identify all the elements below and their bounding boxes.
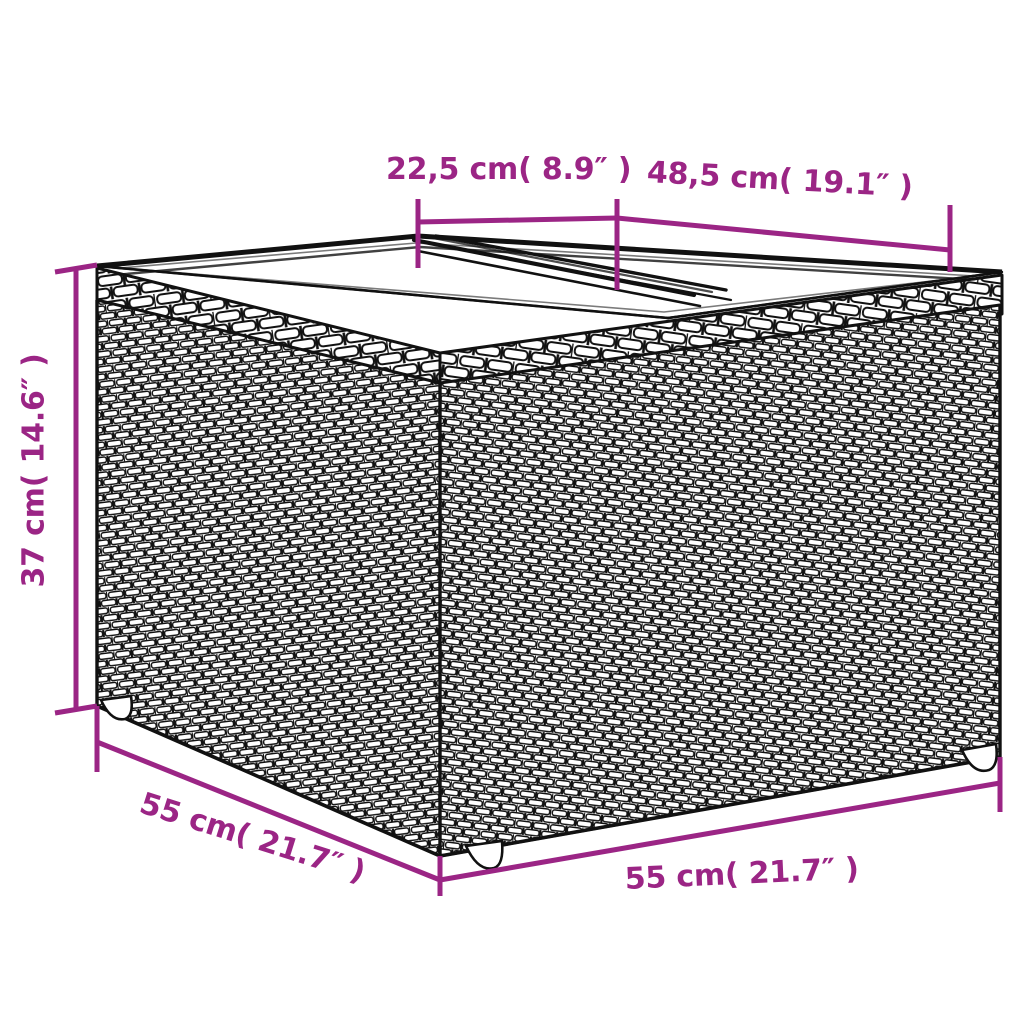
dimension-top-left [415, 199, 620, 290]
dimension-line-depth-left [96, 739, 441, 883]
dimension-depth-left [94, 706, 443, 896]
dimension-top-right [616, 205, 953, 272]
dimension-height [54, 262, 98, 716]
foot-right [960, 742, 998, 773]
dimension-lines [54, 199, 1003, 896]
foot-front-left [464, 839, 504, 870]
glass-front-edge [96, 264, 1003, 320]
table-feet [99, 694, 998, 870]
body-corner-edges [95, 300, 1002, 856]
dimension-width-bottom [439, 757, 1003, 883]
dimension-line-top-right [616, 215, 951, 253]
dimension-line-width-bottom [439, 780, 1001, 883]
table-illustration [95, 233, 1004, 870]
foot-left [99, 694, 134, 721]
glass-panel-divider-rail-second [434, 234, 733, 302]
side-body-panel [438, 303, 1002, 858]
dimension-line-top-left [417, 215, 618, 225]
